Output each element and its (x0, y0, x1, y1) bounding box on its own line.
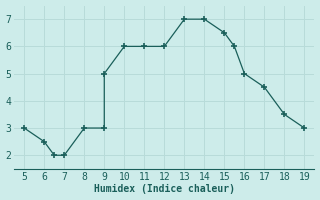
X-axis label: Humidex (Indice chaleur): Humidex (Indice chaleur) (94, 184, 235, 194)
